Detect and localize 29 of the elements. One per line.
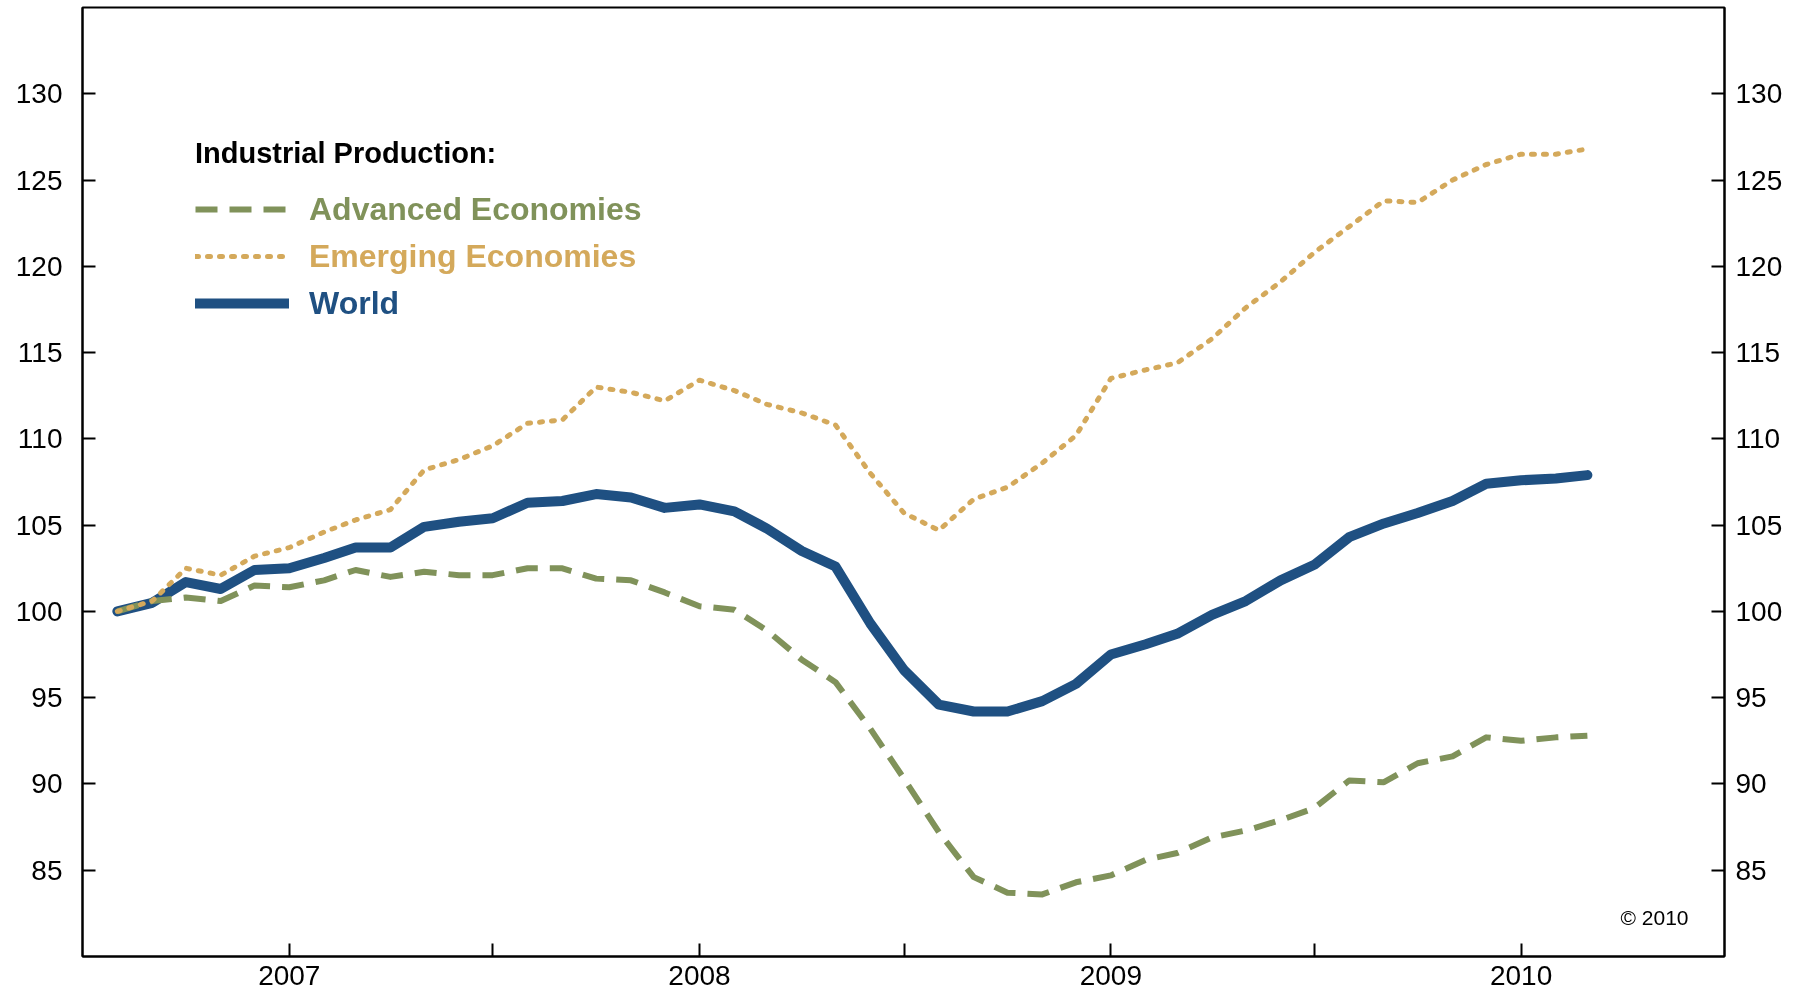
y-tick-label: 100	[15, 595, 63, 627]
legend-title: Industrial Production:	[195, 136, 498, 170]
x-tick-label: 2010	[1489, 959, 1553, 991]
y-tick-label: 120	[15, 250, 63, 282]
y2-tick-label: 100	[1735, 595, 1783, 627]
y-tick-label: 105	[15, 509, 63, 541]
y2-tick-label: 90	[1735, 768, 1767, 800]
x-tick-label: 2007	[258, 959, 321, 991]
y2-tick-label: 125	[1735, 164, 1783, 196]
y-tick-label: 90	[31, 768, 63, 800]
y2-tick-label: 105	[1735, 509, 1783, 541]
x-tick-label: 2009	[1079, 959, 1143, 991]
y2-tick-label: 130	[1735, 78, 1783, 110]
legend-label: Advanced Economies	[309, 190, 642, 228]
annotation: © 2010	[1620, 906, 1689, 929]
y2-tick-label: 95	[1735, 682, 1767, 714]
y-tick-label: 110	[17, 423, 63, 455]
y2-tick-label: 120	[1735, 250, 1783, 282]
y-tick-label: 115	[17, 337, 63, 369]
x-tick-label: 2008	[668, 959, 731, 991]
y2-tick-label: 110	[1735, 423, 1781, 455]
y-tick-label: 130	[15, 78, 63, 110]
legend-label: Emerging Economies	[309, 237, 637, 275]
y2-tick-label: 115	[1735, 337, 1781, 369]
y-tick-label: 85	[31, 854, 63, 886]
y-tick-label: 125	[15, 164, 63, 196]
y2-tick-label: 85	[1735, 854, 1767, 886]
y-tick-label: 95	[31, 682, 63, 714]
legend-label: World	[309, 284, 400, 322]
